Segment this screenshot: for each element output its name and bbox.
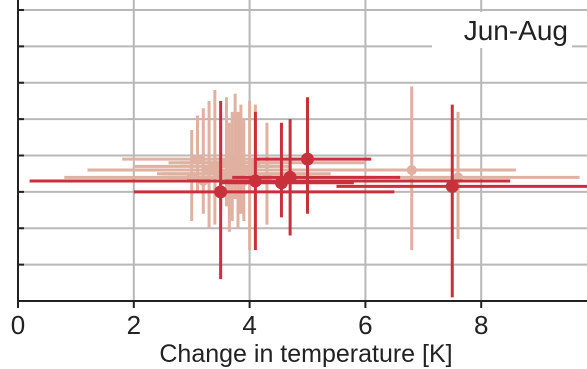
series — [29, 86, 587, 298]
series-dark_series — [29, 97, 587, 298]
data-point — [445, 179, 459, 193]
data-point — [283, 170, 297, 184]
data-point — [301, 152, 314, 166]
x-tick-label: 8 — [474, 310, 488, 340]
x-tick-labels: 0 2 4 6 8 — [11, 301, 488, 340]
chart-title: Jun-Aug — [464, 15, 568, 46]
data-point — [244, 165, 255, 176]
data-point — [406, 165, 417, 176]
data-point — [214, 185, 228, 199]
x-tick-label: 2 — [127, 310, 141, 340]
title-background — [432, 12, 572, 48]
x-tick-label: 0 — [11, 310, 25, 340]
x-tick-label: 6 — [358, 310, 372, 340]
axes — [17, 0, 587, 302]
x-axis-label: Change in temperature [K] — [159, 340, 452, 368]
x-tick-label: 4 — [242, 310, 256, 340]
series-light_series — [64, 86, 580, 251]
